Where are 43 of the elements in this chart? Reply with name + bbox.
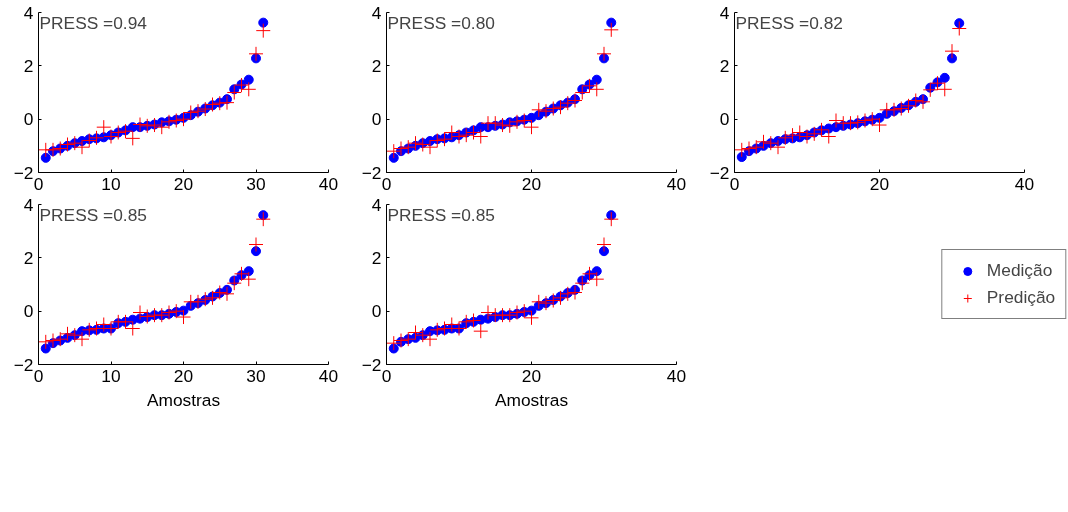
y-tick-label: −2 [361,162,382,183]
x-tick-label: 30 [246,173,266,194]
x-tick-label: 40 [666,173,687,194]
y-tick-label: 2 [719,55,730,76]
x-tick-label: 40 [318,365,339,386]
x-tick-label: 30 [246,365,266,386]
annotation: PRESS =0.94 [39,12,148,33]
annotation: PRESS =0.85 [39,204,147,225]
y-tick-label: 2 [23,55,34,76]
x-tick-label: 20 [869,173,890,194]
x-tick-label: 10 [101,365,121,386]
y-tick-label: 0 [371,301,382,322]
y-tick-label: −2 [709,162,730,183]
annotation: PRESS =0.80 [387,12,495,33]
x-tick-label: 40 [318,173,339,194]
x-axis-title: Amostras [146,389,221,410]
legend-label: Predição [986,287,1056,308]
x-tick-label: 40 [666,365,687,386]
x-tick-label: 20 [521,365,542,386]
y-tick-label: 4 [23,194,34,215]
y-tick-label: −2 [13,162,34,183]
x-tick-label: 10 [101,173,121,194]
x-tick-label: 20 [521,173,542,194]
y-tick-label: 0 [719,109,730,130]
y-tick-label: 0 [23,301,34,322]
legend-label: Medição [986,260,1053,281]
annotation: PRESS =0.82 [735,12,843,33]
annotation: PRESS =0.85 [387,204,495,225]
x-tick-label: 40 [1014,173,1035,194]
y-tick-label: 0 [371,109,382,130]
y-tick-label: 4 [371,194,382,215]
x-tick-label: 20 [173,365,194,386]
y-tick-label: −2 [13,354,34,375]
y-tick-label: 4 [371,2,382,23]
y-tick-label: 4 [23,2,34,23]
y-tick-label: 2 [371,55,382,76]
y-tick-label: 2 [371,247,382,268]
y-tick-label: −2 [361,354,382,375]
y-tick-label: 2 [23,247,34,268]
y-tick-label: 4 [719,2,730,23]
y-tick-label: 0 [23,109,34,130]
x-tick-label: 20 [173,173,194,194]
x-axis-title: Amostras [494,389,569,410]
